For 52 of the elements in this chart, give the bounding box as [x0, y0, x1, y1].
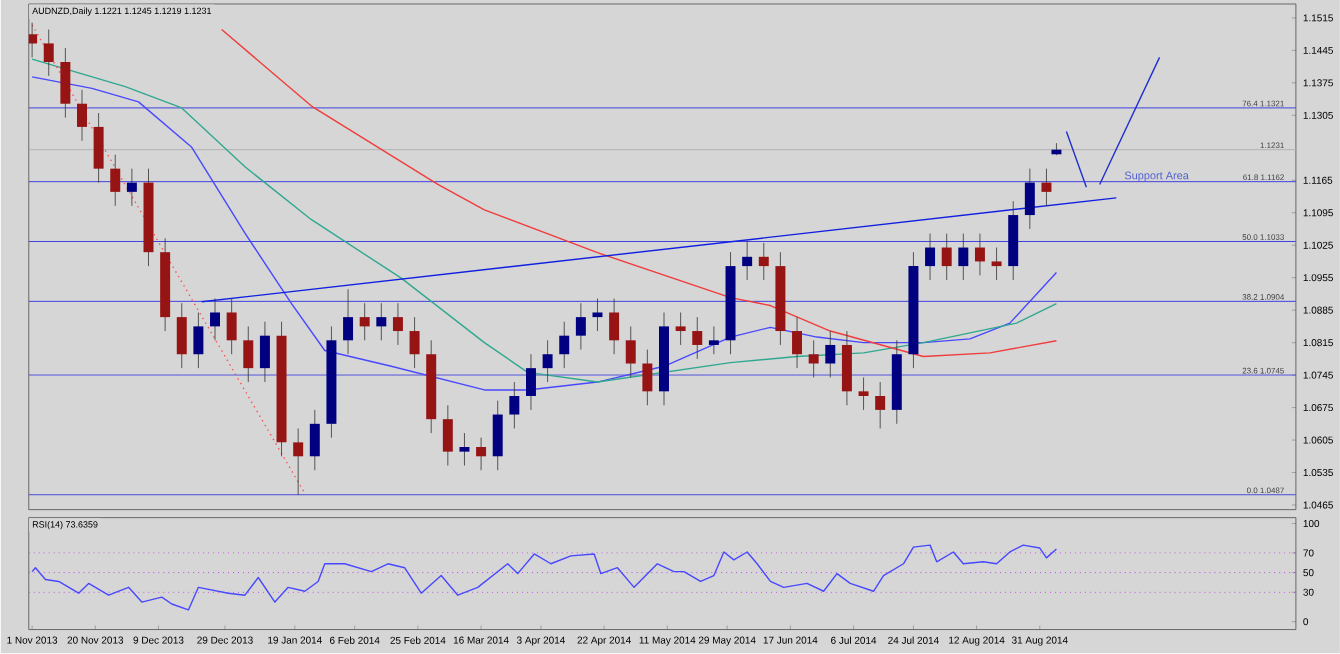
candlestick [259, 321, 270, 383]
candlestick [509, 381, 520, 430]
candlestick [958, 233, 969, 281]
candlestick [575, 303, 586, 351]
candlestick [43, 29, 54, 77]
candlestick [825, 330, 836, 379]
candlestick [525, 354, 536, 411]
candlestick [442, 405, 453, 467]
candlestick [592, 298, 603, 332]
candlestick [792, 316, 803, 369]
candlestick [625, 326, 636, 379]
candlestick [476, 437, 487, 471]
candlestick [642, 349, 653, 406]
candlestick [93, 112, 104, 184]
candlestick [309, 409, 320, 471]
candlestick [991, 247, 1002, 281]
candlestick [559, 321, 570, 369]
candlestick [692, 316, 703, 360]
candlestick [941, 233, 952, 281]
candlestick [77, 89, 87, 142]
candlestick [492, 400, 503, 471]
candlestick [28, 22, 38, 58]
candlestick [742, 240, 753, 281]
candlestick [542, 340, 553, 383]
candlestick [708, 326, 719, 355]
candlestick [409, 316, 420, 369]
candlestick [243, 326, 254, 383]
candlestick [609, 298, 620, 355]
candlestick [226, 298, 237, 355]
candlestick [1024, 168, 1035, 230]
candlestick [758, 242, 769, 281]
candlestick [841, 330, 852, 406]
candlestick [110, 154, 121, 207]
candlestick [176, 303, 187, 369]
candlestick [858, 377, 869, 411]
candlestick [1041, 168, 1052, 207]
candlestick [974, 233, 985, 276]
line-series [220, 29, 1058, 358]
candlestick [675, 312, 686, 346]
candlestick [459, 432, 470, 467]
candlestick [875, 381, 886, 430]
candlestick [343, 289, 354, 355]
candlestick [392, 303, 403, 346]
candlestick [126, 168, 137, 207]
candlestick [210, 298, 221, 341]
candlestick [60, 47, 71, 119]
candlestick [808, 340, 819, 379]
candlestick [925, 233, 936, 281]
candlestick [359, 303, 370, 341]
candlestick [293, 428, 304, 496]
candlestick [376, 303, 387, 341]
candlestick [193, 312, 204, 369]
